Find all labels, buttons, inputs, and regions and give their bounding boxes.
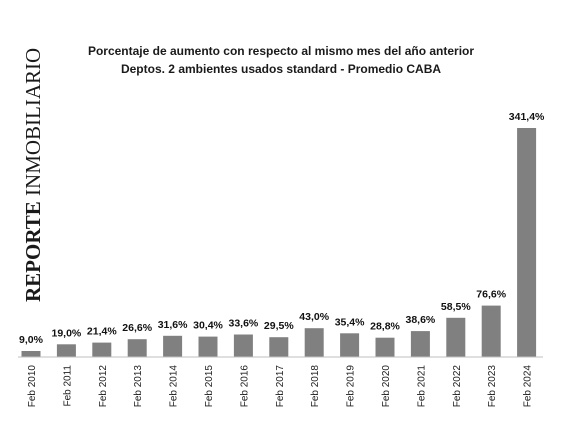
data-label: 33,6% [229,318,259,330]
x-tick-label: Feb 2016 [239,365,250,408]
data-label: 341,4% [509,111,545,123]
bar-feb-2021 [410,331,430,357]
x-tick-label: Feb 2013 [133,365,144,408]
x-tick-label: Feb 2021 [416,365,427,408]
bar-feb-2023 [481,305,501,357]
x-tick-label: Feb 2014 [169,365,180,408]
x-tick-label: Feb 2018 [310,365,321,408]
x-tick-label: Feb 2015 [204,365,215,408]
data-label: 29,5% [264,320,294,332]
data-label: 30,4% [193,320,223,332]
x-tick-label: Feb 2020 [381,365,392,408]
watermark: REPORTE INMOBILIARIO [21,48,45,302]
x-tick-label: Feb 2023 [487,365,498,408]
x-tick-label: Feb 2011 [62,365,73,407]
data-label: 26,6% [122,322,152,334]
bar-feb-2020 [375,337,395,357]
bars-group [21,128,537,357]
data-label: 43,0% [299,311,329,323]
data-label: 19,0% [52,327,82,339]
data-label: 35,4% [335,316,365,328]
data-label: 76,6% [476,289,506,301]
tick-labels-group: Feb 2010 Feb 2011 Feb 2012 Feb 2013 Feb 2014… [27,365,534,408]
watermark-rest: INMOBILIARIO [21,48,45,201]
data-label: 38,6% [406,314,436,326]
bar-feb-2013 [127,339,147,357]
bar-feb-2018 [304,328,324,357]
data-label: 9,0% [19,334,44,346]
x-tick-label: Feb 2010 [27,365,38,408]
bar-feb-2014 [163,335,183,357]
data-label: 28,8% [370,321,400,333]
bar-feb-2022 [446,317,466,357]
bar-feb-2024 [517,128,537,357]
chart-title: Porcentaje de aumento con respecto al mi… [88,44,474,58]
data-label: 31,6% [158,319,188,331]
data-label: 21,4% [87,326,117,338]
chart-subtitle: Deptos. 2 ambientes usados standard - Pr… [121,62,441,76]
data-labels-group: 9,0% 19,0% 21,4% 26,6% 31,6% 30,4% 33,6% 29,5% 4… [19,111,545,346]
x-tick-label: Feb 2012 [98,365,109,408]
bar-feb-2016 [233,334,253,357]
bar-feb-2011 [56,344,76,357]
bar-feb-2019 [340,333,360,357]
x-tick-label: Feb 2017 [275,365,286,408]
bar-feb-2012 [92,342,112,357]
bar-feb-2015 [198,336,218,357]
x-tick-label: Feb 2019 [346,365,357,408]
data-label: 58,5% [441,301,471,313]
x-tick-label: Feb 2022 [452,365,463,408]
x-tick-label: Feb 2024 [523,365,534,408]
bar-feb-2017 [269,337,289,357]
watermark-bold: REPORTE [21,201,45,302]
bar-feb-2010 [21,351,41,357]
